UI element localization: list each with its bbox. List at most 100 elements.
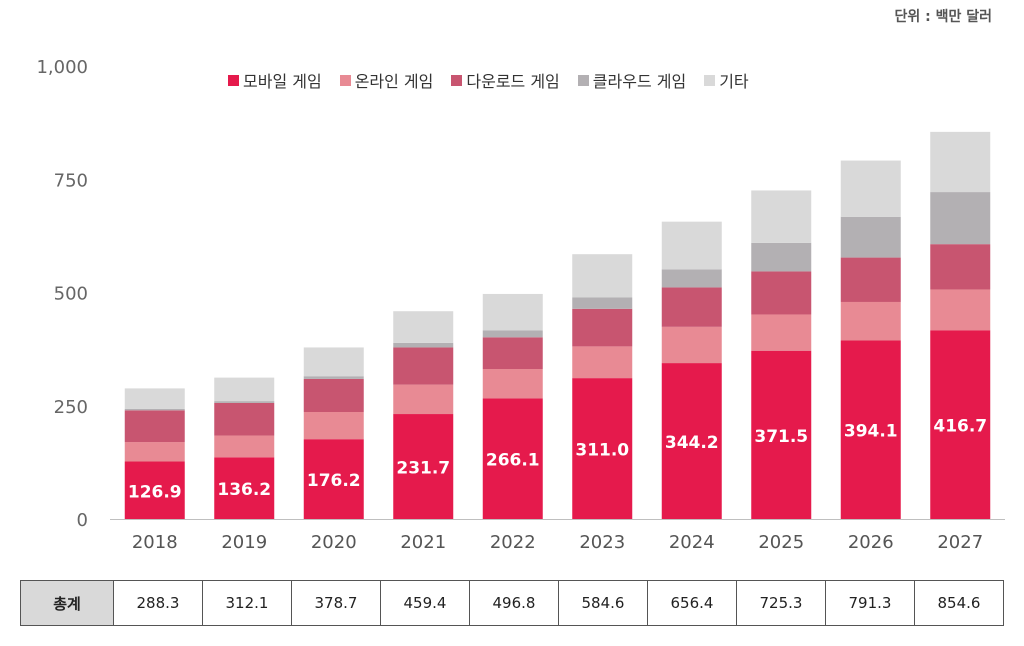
- bar-segment: [393, 342, 454, 348]
- bar-segment: [661, 326, 722, 364]
- data-label: 371.5: [754, 427, 808, 447]
- bar-segment: [840, 257, 901, 302]
- total-cell: 288.3: [113, 580, 203, 626]
- bar-segment: [214, 457, 275, 519]
- total-cell: 725.3: [736, 580, 826, 626]
- bar-segment: [482, 293, 543, 331]
- bar-segment: [482, 330, 543, 338]
- y-tick-label: 250: [54, 397, 88, 418]
- bar-segment: [572, 378, 633, 519]
- bar-segment: [214, 402, 275, 436]
- bar-segment: [930, 289, 991, 331]
- bar-segment: [124, 461, 185, 519]
- bar-segment: [124, 410, 185, 443]
- total-cell: 496.8: [469, 580, 559, 626]
- stacked-bar-chart: 0 250 500 750 1,000 126.9 2018 136.2 2019 176.2 20…: [36, 57, 1005, 553]
- data-label: 266.1: [486, 451, 540, 471]
- bar-segment: [930, 192, 991, 245]
- x-tick-label: 2019: [221, 532, 267, 553]
- legend-swatch: [339, 74, 351, 86]
- x-tick-label: 2024: [669, 532, 715, 553]
- bar-segment: [930, 244, 991, 290]
- x-tick-label: 2022: [490, 532, 536, 553]
- bar-segment: [661, 363, 722, 519]
- total-cell: 791.3: [825, 580, 915, 626]
- x-tick-label: 2018: [132, 532, 178, 553]
- y-tick-label: 1,000: [36, 57, 88, 78]
- bar-segment: [572, 308, 633, 347]
- data-label: 416.7: [933, 417, 987, 437]
- bar-segment: [393, 414, 454, 519]
- bar-segment: [751, 350, 812, 519]
- legend-swatch: [451, 74, 463, 86]
- bar-segment: [303, 347, 364, 377]
- bar-segment: [482, 337, 543, 370]
- bar-segment: [930, 330, 991, 519]
- total-cell: 312.1: [202, 580, 292, 626]
- bar-segment: [303, 412, 364, 440]
- x-tick-label: 2027: [937, 532, 983, 553]
- bar-segment: [840, 301, 901, 341]
- legend-swatch: [228, 74, 239, 86]
- legend-swatch: [704, 74, 716, 86]
- bar-segment: [124, 442, 185, 462]
- x-tick-label: 2021: [400, 532, 446, 553]
- bar-segment: [661, 221, 722, 270]
- bar-segment: [303, 439, 364, 519]
- bar-segment: [482, 369, 543, 399]
- totals-row: 총계 288.3 312.1 378.7 459.4 496.8 584.6 656.4 72…: [20, 580, 1004, 626]
- bar-segment: [572, 297, 633, 309]
- legend: 모바일 게임 온라인 게임 다운로드 게임 클라우드 게임 기타: [228, 68, 749, 92]
- bar-segment: [840, 216, 901, 258]
- x-tick-label: 2020: [311, 532, 357, 553]
- x-tick-label: 2025: [758, 532, 804, 553]
- totals-table: 총계 288.3 312.1 378.7 459.4 496.8 584.6 656.4 72…: [20, 580, 1004, 626]
- total-cell: 584.6: [558, 580, 648, 626]
- bar-segment: [840, 340, 901, 519]
- bar-segment: [661, 269, 722, 288]
- x-tick-label: 2026: [848, 532, 894, 553]
- data-label: 126.9: [128, 482, 182, 502]
- legend-item: 클라우드 게임: [577, 68, 686, 92]
- bar-segment: [124, 388, 185, 409]
- bar-segment: [214, 377, 275, 402]
- y-tick-label: 750: [54, 170, 88, 191]
- unit-label: 단위 : 백만 달러: [894, 9, 992, 25]
- bar-segment: [303, 378, 364, 413]
- x-tick-label: 2023: [579, 532, 625, 553]
- bar-segment: [751, 190, 812, 243]
- bar-segment: [661, 287, 722, 327]
- total-cell: 656.4: [647, 580, 737, 626]
- bar-segment: [393, 384, 454, 415]
- legend-label: 모바일 게임: [243, 72, 322, 91]
- total-cell: 459.4: [380, 580, 470, 626]
- data-label: 311.0: [575, 441, 629, 461]
- legend-item: 기타: [704, 68, 749, 92]
- bar-segment: [393, 311, 454, 343]
- bar-segment: [214, 401, 275, 403]
- bar-segment: [124, 408, 185, 411]
- bar-segment: [572, 346, 633, 379]
- bar-segment: [751, 242, 812, 272]
- bar-segment: [572, 254, 633, 298]
- totals-header: 총계: [20, 580, 114, 626]
- bar-segment: [303, 376, 364, 379]
- legend-item: 다운로드 게임: [451, 68, 560, 92]
- bar-segment: [930, 131, 991, 193]
- bar-segment: [482, 398, 543, 519]
- legend-label: 기타: [719, 72, 749, 91]
- data-label: 344.2: [665, 433, 719, 453]
- legend-item: 온라인 게임: [339, 68, 433, 92]
- data-label: 176.2: [307, 471, 361, 491]
- total-cell: 854.6: [914, 580, 1004, 626]
- data-label: 136.2: [217, 480, 271, 500]
- legend-swatch: [577, 74, 589, 86]
- total-cell: 378.7: [291, 580, 381, 626]
- legend-label: 다운로드 게임: [466, 72, 560, 91]
- bar-segment: [393, 347, 454, 385]
- bar-segment: [214, 435, 275, 458]
- bar-segment: [840, 160, 901, 217]
- bar-segment: [751, 314, 812, 351]
- data-label: 231.7: [396, 459, 450, 479]
- y-tick-label: 0: [77, 510, 88, 531]
